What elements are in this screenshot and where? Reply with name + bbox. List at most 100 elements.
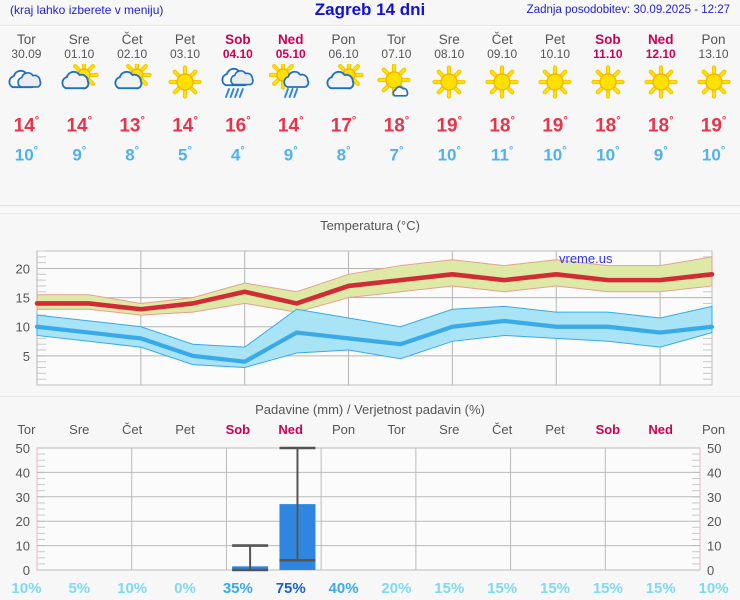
precipitation-day-label: Sre — [439, 422, 460, 437]
precipitation-day-label: Pet — [545, 422, 565, 437]
svg-text:40: 40 — [16, 465, 30, 480]
day-max-temp: 18° — [595, 115, 621, 137]
temperature-chart-canvas: 5 10 15 20 vreme.us — [16, 250, 715, 386]
precipitation-day-label: Pet — [175, 422, 195, 437]
partly-sunny-icon — [322, 64, 366, 102]
day-date: 09.10 — [487, 47, 518, 61]
day-max-temp: 18° — [647, 115, 674, 137]
svg-text:30: 30 — [707, 490, 721, 505]
svg-text:40: 40 — [707, 465, 721, 480]
day-min-temp: 8° — [336, 145, 351, 165]
precipitation-probability: 75% — [275, 580, 306, 597]
day-max-temp: 18° — [489, 115, 515, 137]
svg-text:50: 50 — [707, 441, 721, 456]
day-max-temp: 14° — [13, 115, 40, 137]
day-min-temp: 10° — [701, 145, 726, 165]
day-max-temp: 19° — [700, 115, 727, 137]
days-bottom-divider — [0, 205, 740, 206]
precipitation-day-labels: Tor Sre Čet Pet Sob Ned Pon Tor Sre Čet Pet Sob Ned P… — [0, 422, 740, 440]
svg-text:20: 20 — [16, 514, 30, 529]
day-date: 06.10 — [328, 47, 359, 61]
days-bottom-divider-2 — [0, 213, 740, 214]
day-max-temp: 18° — [383, 115, 410, 137]
temperature-chart-title: Temperatura (°C) — [320, 218, 420, 233]
forecast-day-column[interactable]: Sob 11.10 18° 10° — [581, 28, 634, 168]
day-date: 05.10 — [275, 47, 306, 61]
forecast-day-column[interactable]: Pon 06.10 17° 8° — [317, 28, 370, 168]
sun-small-cloud-icon — [374, 64, 418, 102]
forecast-day-column[interactable]: Tor 30.09 14° 10° — [0, 28, 53, 168]
forecast-day-column[interactable]: Sre 08.10 19° 10° — [423, 28, 476, 168]
precipitation-probability: 15% — [645, 580, 676, 597]
precipitation-day-label: Sob — [595, 422, 621, 437]
forecast-day-column[interactable]: Tor 07.10 18° 7° — [370, 28, 423, 168]
sunny-icon — [586, 64, 630, 102]
sunny-icon — [692, 64, 736, 102]
day-min-temp: 9° — [283, 145, 298, 165]
day-name: Sob — [595, 32, 621, 47]
precipitation-day-label: Sob — [225, 422, 251, 437]
precipitation-day-label: Tor — [387, 422, 406, 437]
day-date: 03.10 — [169, 47, 200, 61]
day-max-temp: 14° — [66, 115, 93, 137]
day-name: Sre — [68, 32, 90, 47]
svg-text:20: 20 — [707, 514, 721, 529]
day-name: Ned — [277, 32, 304, 47]
forecast-day-column[interactable]: Ned 12.10 18° 9° — [634, 28, 687, 168]
page-title: Zagreb 14 dni — [314, 0, 426, 19]
forecast-day-column[interactable]: Čet 09.10 18° 11° — [476, 28, 529, 168]
day-date: 01.10 — [64, 47, 95, 61]
precipitation-probability: 35% — [222, 580, 253, 597]
forecast-day-column[interactable]: Pon 13.10 19° 10° — [687, 28, 740, 168]
forecast-day-row: Tor 30.09 14° 10° Sre 01.10 14° 9° Čet 02.10 13… — [0, 28, 740, 210]
day-name: Čet — [491, 32, 513, 47]
forecast-day-column[interactable]: Pet 03.10 14° 5° — [159, 28, 212, 168]
precipitation-chart: Padavine (mm) / Verjetnost padavin (%) T… — [0, 402, 740, 600]
precipitation-probability: 10% — [11, 580, 42, 597]
day-name: Pon — [701, 32, 726, 47]
sunny-icon — [480, 64, 524, 102]
svg-text:50: 50 — [16, 441, 30, 456]
day-min-temp: 10° — [596, 145, 620, 165]
day-name: Pet — [544, 32, 566, 47]
precipitation-day-label: Ned — [278, 422, 303, 437]
day-max-temp: 19° — [436, 115, 463, 137]
day-date: 10.10 — [539, 47, 570, 61]
svg-text:0: 0 — [23, 563, 30, 578]
forecast-day-column[interactable]: Sre 01.10 14° 9° — [53, 28, 106, 168]
day-min-temp: 10° — [543, 145, 567, 165]
day-date: 08.10 — [434, 47, 465, 61]
day-min-temp: 7° — [389, 145, 404, 165]
day-min-temp: 11° — [490, 145, 514, 165]
partly-sunny-icon — [110, 64, 154, 102]
day-name: Pet — [174, 32, 196, 47]
svg-text:0: 0 — [707, 563, 714, 578]
precipitation-probability: 20% — [381, 580, 412, 597]
partly-sunny-icon — [57, 64, 101, 102]
precipitation-probability: 40% — [328, 580, 359, 597]
svg-text:20: 20 — [16, 261, 30, 276]
precipitation-day-label: Pon — [331, 422, 356, 437]
precipitation-probability: 15% — [487, 580, 518, 597]
header-divider — [0, 25, 740, 26]
day-min-temp: 5° — [178, 145, 192, 165]
forecast-day-column[interactable]: Sob 04.10 16° 4° — [211, 28, 264, 168]
svg-text:10: 10 — [707, 539, 721, 554]
forecast-day-column[interactable]: Ned 05.10 14° 9° — [264, 28, 317, 168]
precipitation-probability: 15% — [539, 580, 571, 597]
forecast-day-column[interactable]: Pet 10.10 19° 10° — [529, 28, 582, 168]
day-max-temp: 19° — [542, 115, 568, 137]
day-min-temp: 4° — [230, 145, 245, 165]
forecast-day-column[interactable]: Čet 02.10 13° 8° — [106, 28, 159, 168]
precipitation-day-label: Tor — [17, 422, 36, 437]
day-name: Sob — [225, 32, 251, 47]
sunny-icon — [639, 64, 683, 102]
day-max-temp: 14° — [172, 115, 198, 137]
day-max-temp: 17° — [330, 115, 357, 137]
precipitation-chart-title: Padavine (mm) / Verjetnost padavin (%) — [255, 402, 485, 417]
cloudy-icon — [4, 64, 48, 102]
svg-text:10: 10 — [16, 539, 30, 554]
precipitation-day-label: Čet — [492, 422, 513, 437]
day-max-temp: 14° — [277, 115, 304, 137]
precipitation-day-label: Ned — [648, 422, 673, 437]
